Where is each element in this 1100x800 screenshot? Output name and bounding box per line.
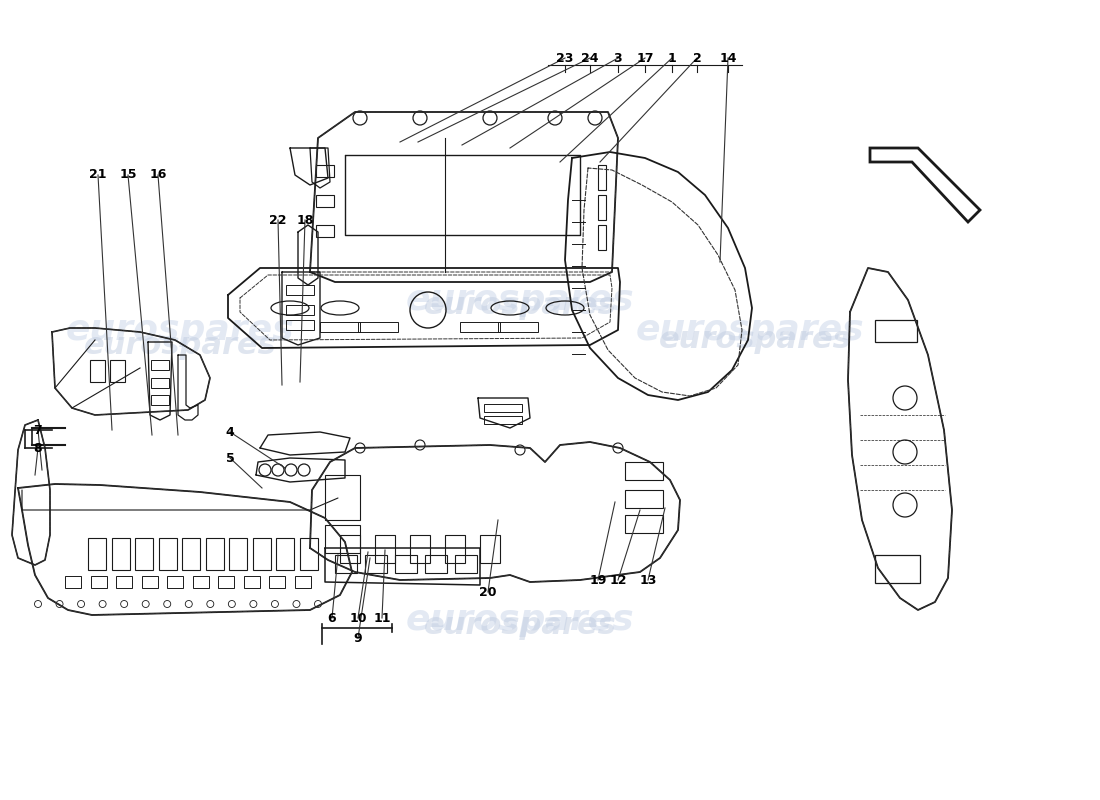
Text: eurospares: eurospares (84, 330, 276, 359)
Text: 10: 10 (350, 611, 366, 625)
Bar (598, 225, 606, 250)
Text: 23: 23 (557, 51, 574, 65)
Bar (598, 165, 606, 190)
Polygon shape (870, 148, 980, 222)
Bar (229, 538, 248, 570)
Bar (111, 538, 130, 570)
Bar (158, 538, 177, 570)
Bar (276, 538, 295, 570)
Bar (484, 404, 522, 412)
Text: 11: 11 (373, 611, 390, 625)
Text: 18: 18 (296, 214, 314, 226)
Bar (598, 195, 606, 220)
Bar (286, 305, 313, 315)
Bar (320, 322, 360, 332)
Bar (151, 360, 169, 370)
Text: eurospares: eurospares (424, 610, 616, 639)
Bar (286, 285, 313, 295)
Text: 6: 6 (328, 611, 337, 625)
Bar (365, 555, 387, 573)
Text: 16: 16 (150, 169, 167, 182)
Text: 12: 12 (609, 574, 627, 586)
Text: 4: 4 (226, 426, 234, 438)
Bar (316, 225, 334, 237)
Bar (336, 555, 358, 573)
Bar (874, 320, 917, 342)
Bar (117, 576, 132, 588)
Bar (244, 576, 260, 588)
Bar (498, 322, 538, 332)
Text: 5: 5 (226, 451, 234, 465)
Text: eurospares: eurospares (66, 313, 295, 347)
Bar (375, 535, 395, 563)
Bar (218, 576, 234, 588)
Bar (316, 165, 334, 177)
Text: 1: 1 (668, 51, 676, 65)
Text: eurospares: eurospares (424, 290, 616, 319)
Bar (270, 576, 285, 588)
Bar (286, 320, 313, 330)
Bar (460, 322, 500, 332)
Text: 2: 2 (693, 51, 702, 65)
Bar (88, 538, 106, 570)
Text: eurospares: eurospares (406, 283, 635, 317)
Text: 20: 20 (480, 586, 497, 598)
Text: 22: 22 (270, 214, 287, 226)
Bar (425, 555, 447, 573)
Bar (324, 525, 360, 553)
Bar (446, 535, 465, 563)
Bar (455, 555, 477, 573)
Text: 13: 13 (639, 574, 657, 586)
Bar (65, 576, 81, 588)
Text: 15: 15 (119, 169, 136, 182)
Bar (300, 538, 318, 570)
Bar (316, 195, 334, 207)
Bar (358, 322, 398, 332)
Bar (340, 535, 360, 563)
Bar (167, 576, 184, 588)
Text: 8: 8 (34, 442, 42, 454)
Bar (90, 576, 107, 588)
Bar (625, 462, 663, 480)
Bar (206, 538, 223, 570)
Bar (324, 475, 360, 520)
Text: 21: 21 (89, 169, 107, 182)
Bar (295, 576, 311, 588)
Text: 14: 14 (719, 51, 737, 65)
Bar (625, 515, 663, 533)
Bar (192, 576, 209, 588)
Bar (151, 378, 169, 388)
Bar (874, 555, 920, 583)
Bar (135, 538, 153, 570)
Bar (253, 538, 271, 570)
Text: 9: 9 (354, 631, 362, 645)
Text: 24: 24 (581, 51, 598, 65)
Bar (480, 535, 501, 563)
Bar (183, 538, 200, 570)
Text: 7: 7 (34, 423, 43, 437)
Bar (484, 416, 522, 424)
Text: 19: 19 (590, 574, 607, 586)
Bar (395, 555, 417, 573)
Bar (90, 360, 104, 382)
Bar (110, 360, 125, 382)
Bar (410, 535, 430, 563)
Text: 3: 3 (614, 51, 623, 65)
Bar (625, 490, 663, 508)
Bar (151, 395, 169, 405)
Text: eurospares: eurospares (636, 313, 865, 347)
Text: eurospares: eurospares (659, 326, 851, 354)
Text: 17: 17 (636, 51, 653, 65)
Text: eurospares: eurospares (406, 603, 635, 637)
Bar (142, 576, 157, 588)
